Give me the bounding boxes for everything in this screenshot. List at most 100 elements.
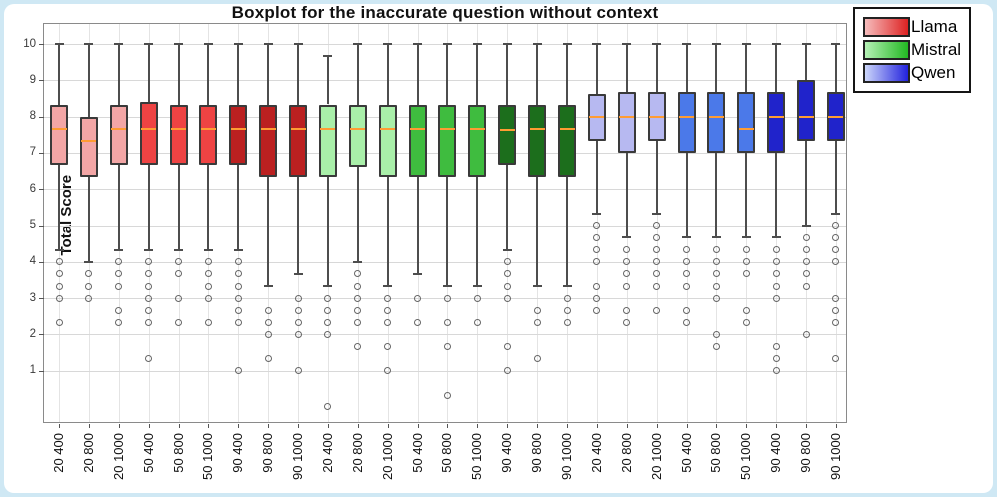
outlier-point — [832, 258, 840, 266]
x-tick-mark — [118, 424, 120, 428]
whisker-cap-bottom — [293, 272, 303, 275]
x-tick-label: 90 800 — [798, 433, 813, 473]
median-line — [619, 115, 635, 118]
whisker-cap-top — [502, 43, 512, 45]
outlier-point — [294, 306, 302, 314]
box-rect — [50, 104, 68, 165]
whisker-lower — [416, 177, 419, 274]
outlier-point — [204, 258, 212, 266]
y-tick-mark — [39, 225, 44, 227]
gridline-h — [44, 225, 846, 227]
whisker-cap-top — [84, 43, 94, 45]
outlier-point — [653, 270, 661, 278]
box-rect — [767, 92, 786, 153]
outlier-point — [503, 282, 511, 290]
x-tick-label: 50 400 — [409, 433, 425, 473]
box-rect — [378, 104, 397, 178]
outlier-point — [145, 270, 153, 278]
median-line — [439, 127, 455, 130]
legend-swatch — [863, 40, 910, 60]
outlier-point — [593, 222, 601, 229]
outlier-point — [832, 318, 840, 326]
whisker-lower — [386, 177, 389, 287]
x-tick-mark — [447, 424, 449, 428]
y-tick-label: 8 — [29, 110, 36, 123]
whisker-cap-top — [622, 43, 632, 45]
x-tick-mark — [656, 424, 658, 428]
outlier-point — [712, 246, 720, 254]
median-line — [559, 127, 575, 130]
outlier-point — [623, 306, 631, 314]
outlier-point — [623, 246, 631, 254]
x-tick-label: 20 800 — [618, 433, 634, 473]
x-tick-label: 50 1000 — [469, 433, 485, 480]
whisker-cap-bottom — [592, 212, 602, 215]
whisker-cap-bottom — [54, 248, 64, 251]
legend-row: Qwen — [863, 63, 961, 83]
outlier-point — [473, 294, 481, 302]
box-rect — [169, 104, 188, 165]
whisker-cap-top — [413, 43, 423, 45]
outlier-point — [234, 270, 242, 278]
outlier-point — [683, 306, 690, 314]
whisker-lower — [326, 177, 329, 287]
whisker-cap-top — [562, 43, 572, 45]
legend-swatch — [863, 17, 910, 37]
whisker-upper — [58, 44, 60, 105]
outlier-point — [563, 294, 571, 302]
gridline-h — [44, 80, 846, 82]
outlier-point — [593, 306, 601, 314]
x-tick-label: 90 400 — [768, 433, 784, 473]
whisker-upper — [356, 44, 359, 105]
outlier-point — [234, 258, 242, 266]
outlier-point — [683, 258, 690, 266]
x-tick-mark — [537, 424, 539, 428]
whisker-lower — [297, 177, 299, 274]
whisker-lower — [775, 152, 778, 238]
box-rect — [289, 104, 307, 178]
x-tick-label: 90 400 — [230, 433, 246, 473]
whisker-lower — [177, 164, 180, 250]
whisker-lower — [745, 152, 748, 238]
y-tick-mark — [39, 189, 44, 191]
x-tick-mark — [327, 424, 329, 428]
outlier-point — [234, 318, 242, 326]
box-rect — [348, 104, 367, 168]
x-tick-mark — [806, 424, 807, 428]
whisker-upper — [506, 44, 509, 105]
outlier-point — [802, 270, 810, 278]
x-tick-mark — [387, 424, 389, 428]
outlier-point — [832, 306, 840, 314]
y-tick-mark — [39, 116, 44, 118]
y-tick-label: 7 — [29, 146, 36, 159]
outlier-point — [832, 355, 840, 363]
outlier-point — [832, 233, 840, 241]
outlier-point — [324, 318, 332, 326]
whisker-upper — [566, 44, 568, 105]
x-tick-label: 20 1000 — [110, 433, 126, 480]
whisker-cap-top — [532, 43, 542, 45]
outlier-point — [653, 222, 661, 229]
outlier-point — [653, 282, 661, 290]
box-rect — [259, 104, 278, 178]
median-line — [768, 115, 784, 118]
whisker-lower — [685, 152, 688, 238]
median-line — [589, 115, 605, 118]
x-tick-mark — [716, 424, 718, 428]
outlier-point — [742, 270, 750, 278]
median-line — [380, 127, 396, 130]
outlier-point — [145, 258, 153, 266]
y-tick-label: 3 — [29, 291, 36, 304]
outlier-point — [653, 306, 661, 314]
x-tick-mark — [507, 424, 509, 428]
outlier-point — [115, 306, 123, 314]
whisker-lower — [476, 177, 479, 287]
x-tick-label: 50 800 — [170, 433, 186, 473]
whisker-cap-bottom — [771, 236, 781, 239]
outlier-point — [473, 318, 481, 326]
outlier-point — [55, 318, 63, 326]
whisker-upper — [775, 44, 778, 93]
chart-title: Boxplot for the inaccurate question with… — [231, 3, 659, 22]
whisker-cap-bottom — [174, 248, 183, 251]
whisker-upper — [386, 44, 389, 105]
